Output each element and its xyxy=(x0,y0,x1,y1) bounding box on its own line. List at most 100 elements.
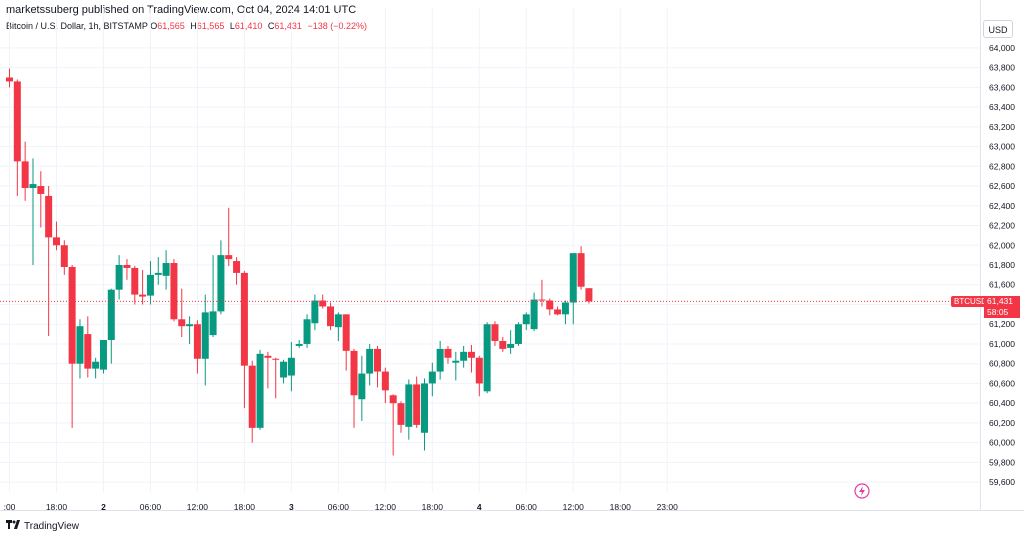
time-tick-label: 12:00 xyxy=(375,502,397,512)
price-tick-label: 60,000 xyxy=(989,438,1015,448)
price-tick-label: 59,800 xyxy=(989,457,1015,467)
currency-button[interactable]: USD xyxy=(983,20,1013,38)
price-tick-label: 64,000 xyxy=(989,43,1015,53)
candle-body xyxy=(186,324,194,327)
candle-body xyxy=(491,324,499,341)
price-tick-label: 60,600 xyxy=(989,378,1015,388)
price-tick-label: 60,400 xyxy=(989,398,1015,408)
candle-body xyxy=(170,263,178,320)
candle-body xyxy=(334,314,342,328)
candle-body xyxy=(233,261,241,273)
price-tick-label: 62,400 xyxy=(989,201,1015,211)
open-label: O xyxy=(150,21,158,31)
high-label: H xyxy=(190,21,197,31)
candle-body xyxy=(146,274,154,296)
candle-body xyxy=(131,267,139,295)
candle-body xyxy=(99,340,107,370)
candle-body xyxy=(538,299,546,301)
candle-body xyxy=(460,351,468,361)
candle-body xyxy=(499,340,507,349)
candle-body xyxy=(358,373,366,400)
price-tick-label: 61,600 xyxy=(989,280,1015,290)
last-price-label: 61,431 58:05 xyxy=(984,296,1020,318)
candle-body xyxy=(366,348,374,374)
chart-grid xyxy=(0,8,980,492)
candle-body xyxy=(475,357,483,384)
candle-body xyxy=(123,265,131,268)
candle-body xyxy=(248,365,256,428)
candle-body xyxy=(60,245,68,267)
time-tick-label: 12:00 xyxy=(187,502,209,512)
candle-body xyxy=(467,351,475,358)
high-value: 61,565 xyxy=(196,21,225,31)
candle-body xyxy=(311,300,319,324)
chart-axes xyxy=(0,0,1024,511)
price-tick-label: 63,400 xyxy=(989,102,1015,112)
symbol-legend: Bitcoin / U.S. Dollar, 1h, BITSTAMP O61,… xyxy=(6,21,370,31)
price-tick-label: 61,200 xyxy=(989,319,1015,329)
time-tick-label: 23:00 xyxy=(657,502,679,512)
candle-body xyxy=(389,395,397,404)
lightning-icon[interactable] xyxy=(854,483,870,504)
bar-countdown: 58:05 xyxy=(987,307,1009,317)
time-tick-label: 3 xyxy=(289,502,294,512)
candle-body xyxy=(507,343,515,348)
time-tick-label: 18:00 xyxy=(610,502,632,512)
candle-body xyxy=(546,300,554,310)
open-value: 61,565 xyxy=(157,21,185,31)
symbol-name[interactable]: Bitcoin / U.S. Dollar, 1h, BITSTAMP xyxy=(6,21,148,31)
price-tick-label: 63,000 xyxy=(989,142,1015,152)
candle-body xyxy=(92,361,100,369)
close-value: 61,431 xyxy=(274,21,302,31)
candle-body xyxy=(76,326,84,364)
candle-body xyxy=(420,383,428,433)
footer-brand: TradingView xyxy=(6,520,79,532)
candle-body xyxy=(162,263,170,276)
candle-body xyxy=(428,371,436,384)
price-tick-label: 63,200 xyxy=(989,122,1015,132)
candle-body xyxy=(264,355,272,358)
candle-body xyxy=(225,255,233,260)
publisher-line: marketssuberg published on TradingView.c… xyxy=(6,4,357,16)
candle-body xyxy=(327,306,335,327)
candle-body xyxy=(374,348,382,372)
time-tick-label: 2 xyxy=(101,502,106,512)
price-tick-label: 62,000 xyxy=(989,240,1015,250)
candle-body xyxy=(350,350,358,396)
candle-body xyxy=(29,184,37,189)
time-tick-label: 06:00 xyxy=(328,502,350,512)
price-tick-label: 59,600 xyxy=(989,477,1015,487)
candle-body xyxy=(115,265,123,290)
candle-body xyxy=(303,319,311,344)
candle-body xyxy=(139,294,147,297)
candle-body xyxy=(272,358,280,360)
time-tick-label: 18:00 xyxy=(234,502,256,512)
candle-body xyxy=(569,253,577,303)
candle-body xyxy=(342,314,350,351)
low-label: L xyxy=(229,21,235,31)
change-value: −138 (−0.22%) xyxy=(307,21,367,31)
time-axis: :00 18:00 2 06:00 12:00 18:00 3 06:00 12:00 18:00… xyxy=(4,502,679,512)
candle-body xyxy=(217,255,225,312)
time-tick-label: 18:00 xyxy=(46,502,68,512)
candle-body xyxy=(154,272,162,275)
price-axis: 59,600 59,800 60,000 60,200 60,400 60,600 60,8… xyxy=(989,43,1015,487)
price-tick-label: 62,200 xyxy=(989,221,1015,231)
candle-body xyxy=(319,300,327,307)
candle-body xyxy=(256,353,264,428)
symbol-price-tag: BTCUSD xyxy=(951,296,990,307)
candle-body xyxy=(209,311,217,336)
candle-body xyxy=(413,384,421,425)
candle-series xyxy=(6,68,593,456)
candle-body xyxy=(397,403,405,425)
time-tick-label: 06:00 xyxy=(516,502,538,512)
candle-body xyxy=(514,324,522,344)
candle-body xyxy=(287,357,295,376)
candle-body xyxy=(295,343,303,346)
candle-body xyxy=(585,288,593,302)
candle-body xyxy=(178,319,186,327)
tradingview-logo-icon[interactable] xyxy=(6,520,20,532)
candle-body xyxy=(444,348,452,358)
candle-body xyxy=(37,186,45,194)
